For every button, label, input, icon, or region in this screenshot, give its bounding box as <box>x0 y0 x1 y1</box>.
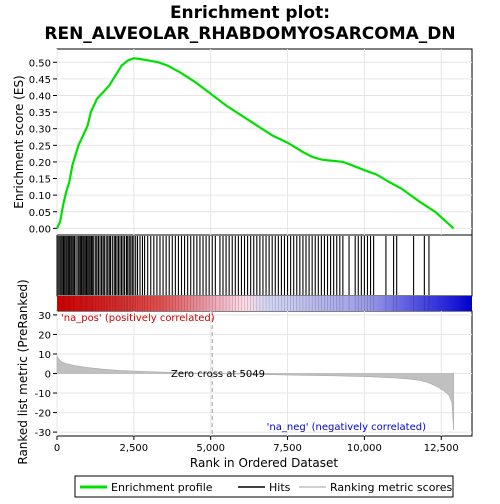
ranked-y-axis-label: Ranked list metric (PreRanked) <box>16 279 30 464</box>
es-panel-frame <box>56 48 473 236</box>
chart-title-line-2: REN_ALVEOLAR_RHABDOMYOSARCOMA_DN <box>44 24 455 44</box>
neg-correlated-label: 'na_neg' (negatively correlated) <box>267 422 426 433</box>
ranked-x-tick-label: 2,500 <box>120 443 149 454</box>
es-y-axis: 0.00 0.05 0.10 0.15 0.20 0.25 0.30 0.35 0.40 0.45… <box>29 58 57 235</box>
ranked-y-tick-label: -30 <box>35 428 51 439</box>
ranked-y-tick-label: 20 <box>38 330 51 341</box>
ranked-x-axis: 0 2,500 5,000 7,500 10,000 12,500 <box>54 436 459 454</box>
es-y-tick-label: 0.20 <box>29 158 51 169</box>
ranked-y-tick-label: -10 <box>35 389 51 400</box>
zero-cross-label: Zero cross at 5049 <box>171 369 265 380</box>
es-y-tick-label: 0.15 <box>29 175 51 186</box>
hits-panel-frame <box>56 234 473 297</box>
legend-ranking-label: Ranking metric scores <box>330 481 452 494</box>
ranked-y-tick-label: 0 <box>45 370 51 381</box>
legend-enrichment-label: Enrichment profile <box>111 481 213 494</box>
colorbar-group <box>57 296 472 311</box>
es-y-tick-label: 0.40 <box>29 92 51 103</box>
ranked-x-tick-label: 12,500 <box>424 443 459 454</box>
es-y-tick-label: 0.25 <box>29 141 51 152</box>
hits-group <box>57 236 430 295</box>
ranked-x-tick-label: 5,000 <box>196 443 225 454</box>
es-y-tick-label: 0.35 <box>29 108 51 119</box>
ranking-colorbar <box>57 296 472 311</box>
ranked-y-tick-label: 10 <box>38 350 51 361</box>
es-y-tick-label: 0.45 <box>29 75 51 86</box>
pos-correlated-label: 'na_pos' (positively correlated) <box>61 313 215 324</box>
ranked-x-tick-label: 7,500 <box>273 443 302 454</box>
es-y-tick-label: 0.00 <box>29 224 51 235</box>
es-y-tick-label: 0.50 <box>29 58 51 69</box>
es-y-tick-label: 0.05 <box>29 208 51 219</box>
ranked-y-axis: -30 -20 -10 0 10 20 30 <box>35 311 57 439</box>
ranked-y-tick-label: -20 <box>35 409 51 420</box>
ranked-metric-area <box>56 355 454 431</box>
es-gridlines <box>56 49 472 235</box>
ranked-x-tick-label: 0 <box>54 443 60 454</box>
ranked-area-group <box>56 311 454 436</box>
es-y-tick-label: 0.30 <box>29 125 51 136</box>
chart-title-line-1: Enrichment plot: <box>170 3 330 23</box>
es-y-tick-label: 0.10 <box>29 191 51 202</box>
es-y-axis-label: Enrichment score (ES) <box>12 75 26 208</box>
es-line-group <box>56 57 455 230</box>
ranked-x-tick-label: 10,000 <box>347 443 382 454</box>
ranked-x-axis-label: Rank in Ordered Dataset <box>190 456 338 470</box>
legend-hits-label: Hits <box>269 481 291 494</box>
ranked-y-tick-label: 30 <box>38 311 51 322</box>
enrichment-profile-line <box>56 57 455 230</box>
